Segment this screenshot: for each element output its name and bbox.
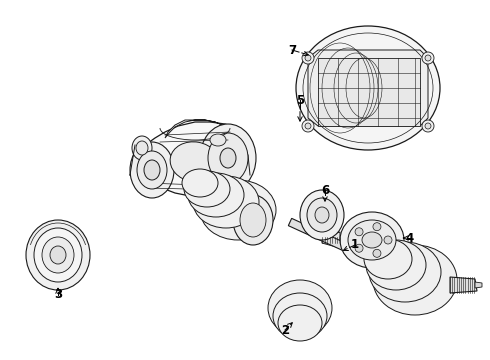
Ellipse shape bbox=[220, 148, 236, 168]
Circle shape bbox=[305, 55, 311, 61]
Circle shape bbox=[425, 123, 431, 129]
Circle shape bbox=[425, 55, 431, 61]
Ellipse shape bbox=[144, 160, 160, 180]
Ellipse shape bbox=[137, 151, 167, 189]
Ellipse shape bbox=[373, 245, 457, 315]
Circle shape bbox=[422, 52, 434, 64]
Ellipse shape bbox=[26, 220, 90, 290]
Ellipse shape bbox=[130, 142, 174, 198]
Ellipse shape bbox=[170, 142, 220, 182]
Ellipse shape bbox=[233, 195, 273, 245]
Circle shape bbox=[302, 120, 314, 132]
Ellipse shape bbox=[366, 240, 426, 290]
Ellipse shape bbox=[42, 237, 74, 273]
Ellipse shape bbox=[369, 242, 441, 302]
Ellipse shape bbox=[132, 136, 152, 160]
Ellipse shape bbox=[34, 228, 82, 282]
Ellipse shape bbox=[210, 134, 226, 146]
Ellipse shape bbox=[240, 203, 266, 237]
Polygon shape bbox=[450, 277, 477, 293]
Text: 1: 1 bbox=[351, 238, 359, 252]
Circle shape bbox=[305, 123, 311, 129]
Ellipse shape bbox=[200, 124, 256, 192]
Circle shape bbox=[422, 120, 434, 132]
Polygon shape bbox=[322, 232, 340, 248]
Text: 6: 6 bbox=[321, 184, 329, 197]
Circle shape bbox=[384, 236, 392, 244]
Ellipse shape bbox=[315, 207, 329, 223]
Ellipse shape bbox=[307, 198, 337, 232]
Circle shape bbox=[373, 249, 381, 257]
Text: 3: 3 bbox=[54, 288, 62, 302]
Polygon shape bbox=[288, 219, 397, 274]
Ellipse shape bbox=[268, 280, 332, 336]
Text: 7: 7 bbox=[288, 44, 296, 57]
Ellipse shape bbox=[296, 26, 440, 150]
Ellipse shape bbox=[188, 173, 244, 217]
Ellipse shape bbox=[50, 246, 66, 264]
Text: 4: 4 bbox=[406, 231, 414, 244]
Ellipse shape bbox=[200, 180, 276, 240]
Ellipse shape bbox=[136, 141, 148, 155]
Circle shape bbox=[355, 244, 363, 252]
Ellipse shape bbox=[300, 190, 344, 240]
Text: 5: 5 bbox=[296, 94, 304, 107]
Ellipse shape bbox=[273, 293, 327, 339]
Ellipse shape bbox=[362, 232, 382, 248]
Ellipse shape bbox=[278, 305, 322, 341]
Circle shape bbox=[302, 52, 314, 64]
Ellipse shape bbox=[364, 239, 412, 279]
Ellipse shape bbox=[182, 169, 218, 197]
Ellipse shape bbox=[193, 176, 259, 228]
Ellipse shape bbox=[184, 171, 230, 207]
Ellipse shape bbox=[348, 220, 396, 260]
Polygon shape bbox=[165, 120, 235, 138]
Text: 2: 2 bbox=[281, 324, 289, 337]
Polygon shape bbox=[130, 122, 252, 196]
Ellipse shape bbox=[208, 133, 248, 183]
Polygon shape bbox=[318, 58, 420, 126]
Ellipse shape bbox=[340, 212, 404, 268]
Circle shape bbox=[355, 228, 363, 236]
Polygon shape bbox=[475, 282, 482, 288]
Circle shape bbox=[373, 223, 381, 231]
Polygon shape bbox=[308, 50, 428, 126]
